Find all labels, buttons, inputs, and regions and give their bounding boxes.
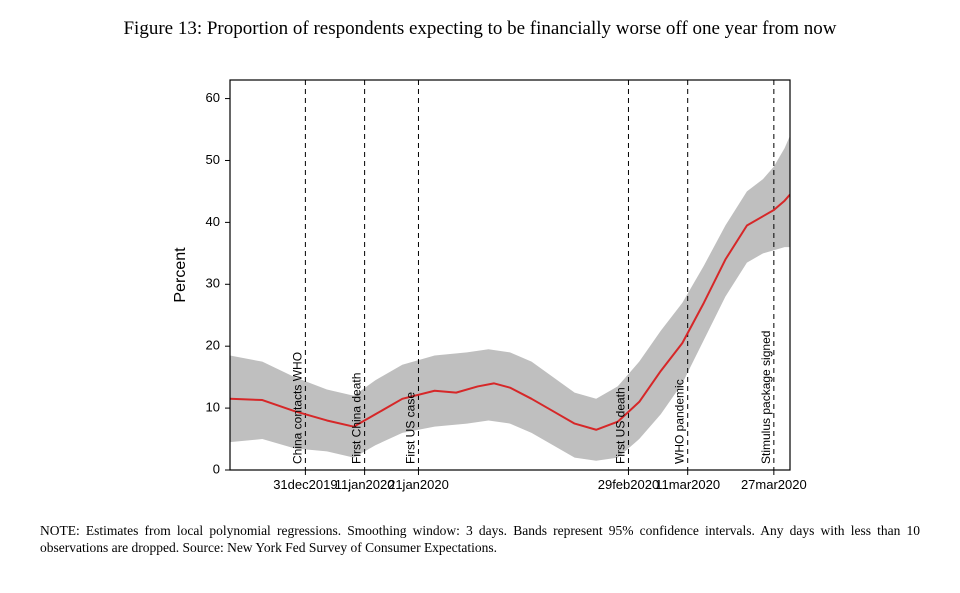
y-tick-label: 20 xyxy=(206,338,220,353)
x-tick-label: 29feb2020 xyxy=(598,477,659,492)
x-tick-label: 11jan2020 xyxy=(335,477,395,492)
y-tick-label: 50 xyxy=(206,152,220,167)
event-label-0: China contacts WHO xyxy=(290,352,304,464)
chart-svg: 0 10 20 30 40 50 60 Percent 31dec201911jan202021… xyxy=(160,60,810,500)
y-tick-label: 40 xyxy=(206,214,220,229)
event-label-5: Stimulus package signed xyxy=(759,331,773,464)
y-tick-label: 30 xyxy=(206,276,220,291)
event-label-3: First US death xyxy=(613,387,627,464)
figure-page: Figure 13: Proportion of respondents exp… xyxy=(0,0,960,593)
y-tick-label: 60 xyxy=(206,90,220,105)
y-axis-label: Percent xyxy=(172,247,189,303)
chart-container: 0 10 20 30 40 50 60 Percent 31dec201911jan202021… xyxy=(160,60,810,500)
figure-title: Figure 13: Proportion of respondents exp… xyxy=(0,18,960,40)
x-tick-label: 21jan2020 xyxy=(388,477,449,492)
x-tick-label: 27mar2020 xyxy=(741,477,807,492)
y-tick-label: 10 xyxy=(206,400,220,415)
x-tick-label: 11mar2020 xyxy=(655,477,720,492)
figure-note: NOTE: Estimates from local polynomial re… xyxy=(40,522,920,557)
x-tick-label: 31dec2019 xyxy=(273,477,337,492)
event-label-2: First US case xyxy=(403,392,417,464)
event-label-1: First China death xyxy=(350,373,364,464)
event-label-4: WHO pandemic xyxy=(673,379,687,464)
y-tick-label: 0 xyxy=(213,461,220,476)
